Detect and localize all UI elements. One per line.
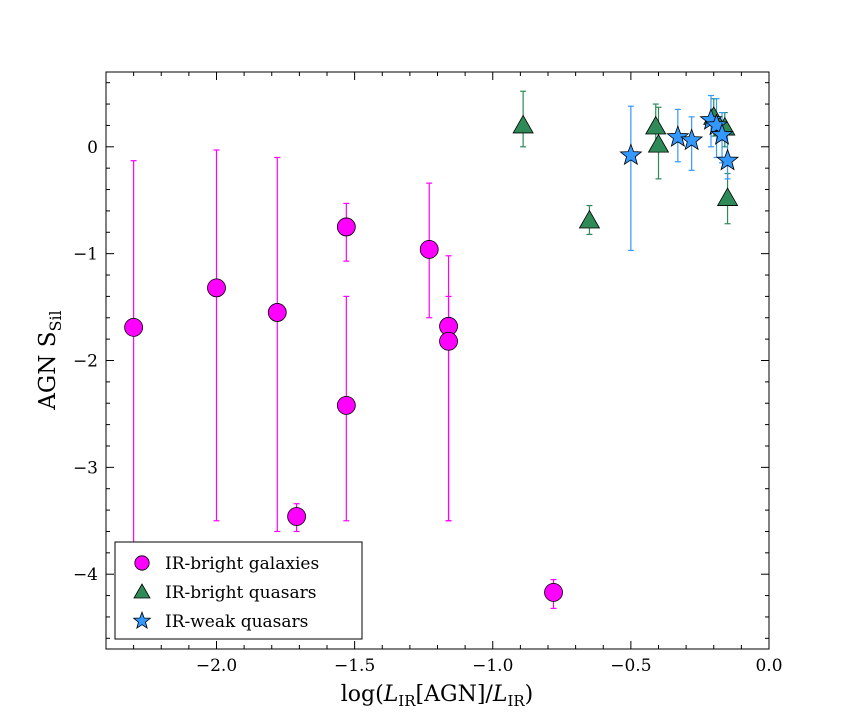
point-ir-weak-quasars	[710, 122, 734, 145]
legend-label-ir-bright-quasars: IR-bright quasars	[165, 583, 316, 603]
point-ir-bright-quasars	[716, 187, 739, 206]
y-axis-title-main: AGN S	[35, 332, 61, 411]
point-ir-bright-galaxies	[419, 239, 439, 259]
point-ir-weak-quasars	[619, 143, 643, 166]
point-ir-bright-galaxies	[207, 278, 226, 298]
point-ir-bright-galaxies	[124, 317, 144, 337]
legend: IR-bright galaxies IR-bright quasars IR-we…	[114, 541, 363, 640]
x-axis-title: log(LIR[AGN]/LIR)	[341, 682, 534, 710]
legend-box	[114, 541, 363, 640]
point-ir-bright-quasars	[647, 133, 670, 153]
point-ir-bright-galaxies	[439, 331, 458, 351]
point-ir-bright-galaxies	[336, 395, 356, 415]
legend-marker-ir-weak-quasars	[132, 611, 152, 630]
x-tick-label: −1.5	[334, 656, 375, 676]
x-tick-label: −2.0	[196, 656, 237, 676]
point-ir-weak-quasars	[666, 125, 690, 148]
x-tick-label: −0.5	[610, 656, 651, 676]
y-axis-title: AGN SSil	[35, 310, 65, 410]
y-tick-label: −2	[73, 352, 98, 372]
point-ir-bright-quasars	[512, 114, 534, 134]
y-axis-title-sub: Sil	[46, 310, 65, 331]
point-ir-weak-quasars	[704, 113, 729, 136]
point-ir-weak-quasars	[680, 128, 704, 151]
legend-label-ir-weak-quasars: IR-weak quasars	[165, 612, 308, 632]
point-ir-bright-quasars	[578, 209, 601, 229]
y-tick-label: −4	[73, 565, 98, 585]
axis-tick-labels: −2.0 −1.5 −1.0 −0.5 0.0 0 −1 −2 −3 −4	[73, 138, 783, 676]
x-tick-label: 0.0	[755, 656, 782, 676]
point-ir-bright-galaxies	[287, 507, 307, 526]
point-ir-bright-galaxies	[267, 303, 287, 322]
legend-marker-ir-bright-quasars	[133, 583, 151, 599]
point-ir-bright-quasars	[645, 115, 667, 135]
legend-entries: IR-bright galaxies IR-bright quasars IR-we…	[132, 554, 319, 632]
point-ir-bright-galaxies	[544, 582, 563, 602]
y-tick-label: −3	[73, 458, 98, 478]
point-ir-bright-galaxies	[336, 217, 356, 237]
y-tick-label: 0	[87, 138, 98, 158]
legend-marker-ir-bright-galaxies	[134, 555, 150, 571]
data-markers	[124, 106, 740, 602]
plot-frame	[105, 71, 770, 650]
y-tick-label: −1	[73, 245, 98, 265]
legend-label-ir-bright-galaxies: IR-bright galaxies	[165, 554, 319, 574]
x-tick-label: −1.0	[472, 656, 513, 676]
point-ir-weak-quasars	[716, 148, 740, 171]
